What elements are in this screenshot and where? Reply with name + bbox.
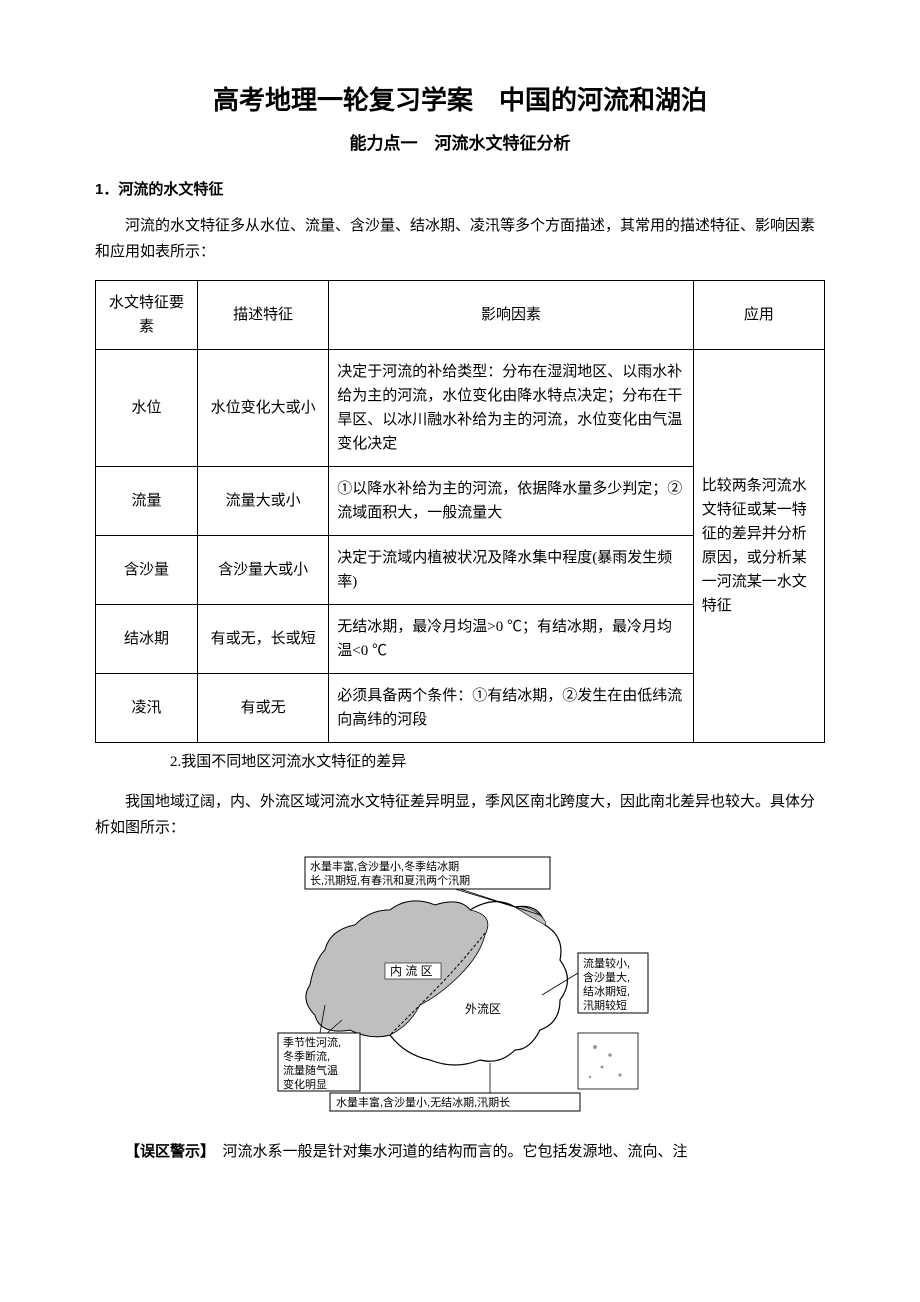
cell-desc: 水位变化大或小: [198, 349, 329, 466]
page-title: 高考地理一轮复习学案 中国的河流和湖泊: [95, 80, 825, 117]
china-map-svg: 水量丰富,含沙量小,冬季结冰期 长,汛期短,有春汛和夏汛两个汛期 内 流 区 外…: [260, 855, 660, 1115]
callout-left-line1: 季节性河流,: [283, 1035, 341, 1049]
cell-factor: 必须具备两个条件：①有结冰期，②发生在由低纬流向高纬的河段: [329, 673, 694, 742]
cell-factor: 决定于流域内植被状况及降水集中程度(暴雨发生频率): [329, 535, 694, 604]
section2-paragraph: 我国地域辽阔，内、外流区域河流水文特征差异明显，季风区南北跨度大，因此南北差异也…: [95, 789, 825, 842]
cell-element: 凌汛: [96, 673, 198, 742]
section1-heading: 1．河流的水文特征: [95, 178, 825, 199]
callout-top-line2: 长,汛期短,有春汛和夏汛两个汛期: [310, 873, 470, 887]
callout-left-line3: 流量随气温: [283, 1063, 338, 1077]
callout-bottom-line1: 水量丰富,含沙量小,无结冰期,汛期长: [336, 1095, 510, 1109]
section1-paragraph: 河流的水文特征多从水位、流量、含沙量、结冰期、凌汛等多个方面描述，其常用的描述特…: [95, 213, 825, 266]
th-factor: 影响因素: [329, 280, 694, 349]
th-element: 水文特征要素: [96, 280, 198, 349]
table-row: 水位 水位变化大或小 决定于河流的补给类型：分布在湿润地区、以雨水补给为主的河流…: [96, 349, 825, 466]
callout-right-line2: 含沙量大,: [583, 970, 630, 984]
cell-desc: 含沙量大或小: [198, 535, 329, 604]
th-app: 应用: [693, 280, 824, 349]
hydrology-table: 水文特征要素 描述特征 影响因素 应用 水位 水位变化大或小 决定于河流的补给类…: [95, 280, 825, 743]
page-subtitle: 能力点一 河流水文特征分析: [95, 129, 825, 154]
callout-left-line2: 冬季断流,: [283, 1049, 330, 1063]
cell-factor: 决定于河流的补给类型：分布在湿润地区、以雨水补给为主的河流，水位变化由降水特点决…: [329, 349, 694, 466]
cell-element: 流量: [96, 466, 198, 535]
warning-text: 河流水系一般是针对集水河道的结构而言的。它包括发源地、流向、注: [208, 1144, 688, 1160]
warning-label: 【误区警示】: [125, 1143, 208, 1160]
page-container: 高考地理一轮复习学案 中国的河流和湖泊 能力点一 河流水文特征分析 1．河流的水…: [0, 0, 920, 1302]
map-figure: 水量丰富,含沙量小,冬季结冰期 长,汛期短,有春汛和夏汛两个汛期 内 流 区 外…: [95, 855, 825, 1115]
callout-top-line1: 水量丰富,含沙量小,冬季结冰期: [310, 859, 459, 873]
cell-factor: ①以降水补给为主的河流，依据降水量多少判定；②流域面积大，一般流量大: [329, 466, 694, 535]
callout-right-line1: 流量较小,: [583, 956, 630, 970]
warning-paragraph: 【误区警示】 河流水系一般是针对集水河道的结构而言的。它包括发源地、流向、注: [95, 1139, 825, 1165]
cell-element: 结冰期: [96, 604, 198, 673]
callout-right-line4: 汛期较短: [583, 998, 627, 1012]
cell-desc: 有或无: [198, 673, 329, 742]
th-desc: 描述特征: [198, 280, 329, 349]
region-inner-label: 内 流 区: [390, 964, 433, 978]
cell-factor: 无结冰期，最冷月均温>0 ℃；有结冰期，最冷月均温<0 ℃: [329, 604, 694, 673]
callout-left-line4: 变化明显: [283, 1077, 327, 1091]
cell-element: 含沙量: [96, 535, 198, 604]
cell-app-merged: 比较两条河流水文特征或某一特征的差异并分析原因，或分析某一河流某一水文特征: [693, 349, 824, 742]
region-outer-label: 外流区: [465, 1002, 501, 1016]
cell-desc: 有或无，长或短: [198, 604, 329, 673]
cell-desc: 流量大或小: [198, 466, 329, 535]
table-header-row: 水文特征要素 描述特征 影响因素 应用: [96, 280, 825, 349]
callout-right-line3: 结冰期短,: [583, 984, 630, 998]
cell-element: 水位: [96, 349, 198, 466]
section2-heading: 2.我国不同地区河流水文特征的差异: [95, 749, 825, 775]
